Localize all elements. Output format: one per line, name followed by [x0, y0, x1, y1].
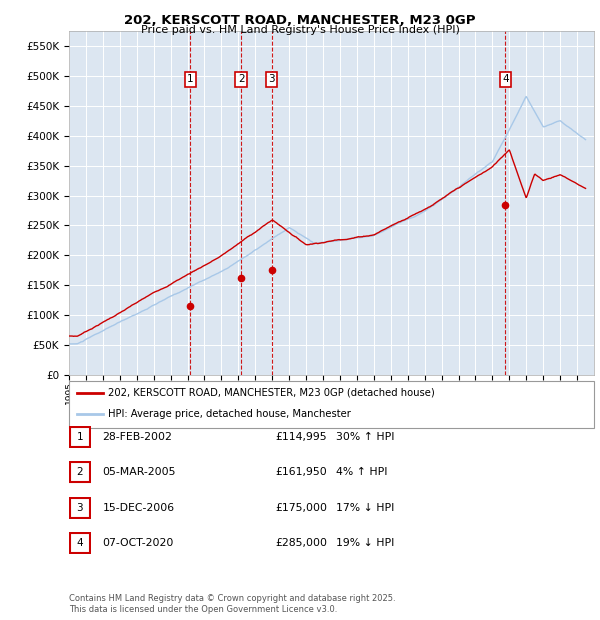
FancyBboxPatch shape [69, 381, 594, 428]
Text: £175,000: £175,000 [275, 503, 327, 513]
Text: 28-FEB-2002: 28-FEB-2002 [103, 432, 172, 442]
Text: 17% ↓ HPI: 17% ↓ HPI [336, 503, 394, 513]
Text: 1: 1 [187, 74, 194, 84]
FancyBboxPatch shape [70, 498, 89, 518]
Text: 15-DEC-2006: 15-DEC-2006 [103, 503, 175, 513]
Text: HPI: Average price, detached house, Manchester: HPI: Average price, detached house, Manc… [109, 409, 351, 419]
Text: Contains HM Land Registry data © Crown copyright and database right 2025.
This d: Contains HM Land Registry data © Crown c… [69, 595, 395, 614]
Text: £161,950: £161,950 [275, 467, 327, 477]
Text: 19% ↓ HPI: 19% ↓ HPI [336, 538, 394, 548]
Text: £285,000: £285,000 [275, 538, 327, 548]
Text: 1: 1 [76, 432, 83, 442]
Text: 3: 3 [76, 503, 83, 513]
Text: 2: 2 [238, 74, 245, 84]
Text: 07-OCT-2020: 07-OCT-2020 [103, 538, 174, 548]
Text: Price paid vs. HM Land Registry's House Price Index (HPI): Price paid vs. HM Land Registry's House … [140, 25, 460, 35]
Text: 3: 3 [268, 74, 275, 84]
Text: 4: 4 [76, 538, 83, 548]
Text: 202, KERSCOTT ROAD, MANCHESTER, M23 0GP (detached house): 202, KERSCOTT ROAD, MANCHESTER, M23 0GP … [109, 388, 435, 398]
Text: 05-MAR-2005: 05-MAR-2005 [103, 467, 176, 477]
Text: 30% ↑ HPI: 30% ↑ HPI [336, 432, 395, 442]
Text: 202, KERSCOTT ROAD, MANCHESTER, M23 0GP: 202, KERSCOTT ROAD, MANCHESTER, M23 0GP [124, 14, 476, 27]
Text: £114,995: £114,995 [275, 432, 327, 442]
Text: 4% ↑ HPI: 4% ↑ HPI [336, 467, 388, 477]
FancyBboxPatch shape [70, 427, 89, 447]
Text: 4: 4 [502, 74, 509, 84]
FancyBboxPatch shape [70, 463, 89, 482]
Text: 2: 2 [76, 467, 83, 477]
FancyBboxPatch shape [70, 533, 89, 553]
